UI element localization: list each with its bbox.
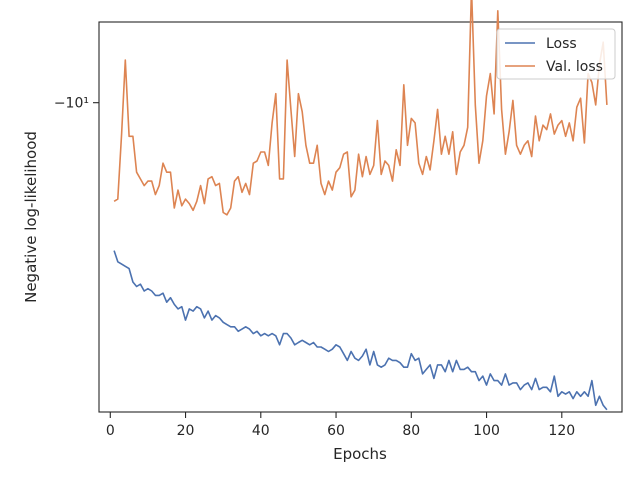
legend: Loss Val. loss	[496, 28, 616, 80]
plot-area	[98, 21, 623, 413]
y-tick-label: −10¹	[54, 96, 89, 112]
legend-label: Val. loss	[546, 59, 603, 75]
legend-label: Loss	[546, 36, 577, 52]
x-tick-label: 0	[106, 423, 115, 439]
x-axis-label: Epochs	[333, 445, 387, 463]
x-tick-label: 120	[548, 423, 575, 439]
x-tick-label: 80	[402, 423, 420, 439]
x-tick-label: 40	[252, 423, 270, 439]
series-lines	[113, 0, 608, 411]
series-line-loss	[113, 250, 608, 411]
x-tick-label: 20	[177, 423, 195, 439]
series-line-val-loss	[113, 0, 608, 216]
x-tick-label: 100	[473, 423, 500, 439]
y-axis-label: Negative log-likelihood	[22, 131, 40, 303]
x-tick-label: 60	[327, 423, 345, 439]
x-axis: 0 20 40 60 80 100 120	[106, 412, 575, 439]
y-axis: −10¹	[54, 96, 99, 112]
